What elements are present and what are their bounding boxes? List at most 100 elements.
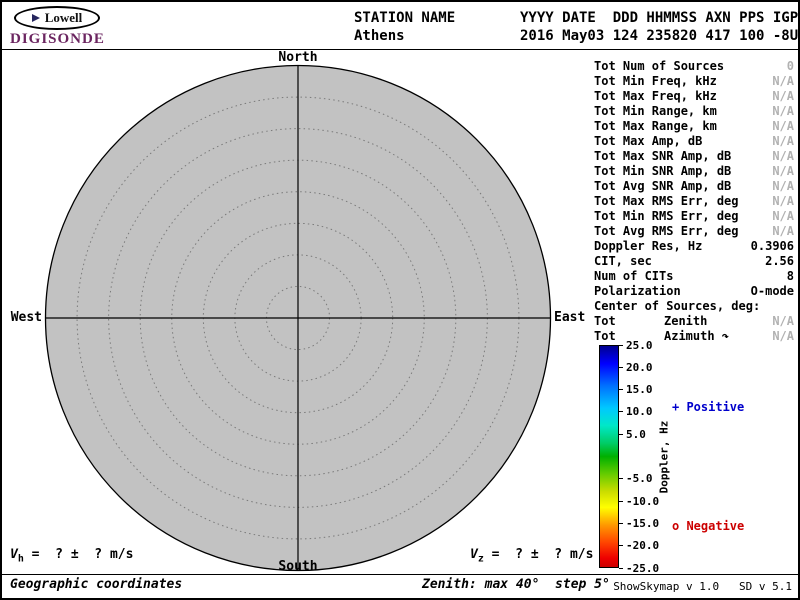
stat-value: N/A xyxy=(772,314,794,328)
stat-label: Tot Min Range, km xyxy=(594,104,717,118)
stat-row: Doppler Res, Hz 0.3906 xyxy=(594,239,794,254)
vh-symbol: V xyxy=(10,547,18,562)
vh-value: = ? ± ? m/s xyxy=(23,547,134,562)
colorbar-tick-label: -25.0 xyxy=(626,561,660,575)
stats-panel: Tot Num of Sources 0 Tot Min Freq, kHz N/A T… xyxy=(594,59,794,344)
colorbar-tick-mark xyxy=(619,478,623,480)
colorbar-tick-label: -15.0 xyxy=(626,516,660,530)
colorbar-tick-label: 25.0 xyxy=(626,338,653,352)
stat-label: Center of Sources, deg: xyxy=(594,299,761,313)
stat-value: N/A xyxy=(772,119,794,133)
stat-label: Polarization xyxy=(594,284,681,298)
stat-label: Tot Avg SNR Amp, dB xyxy=(594,179,732,193)
colorbar-tick-label: 15.0 xyxy=(626,383,653,397)
colorbar-tick-label: 5.0 xyxy=(626,427,646,441)
vz-value: = ? ± ? m/s xyxy=(483,547,594,562)
stat-value: N/A xyxy=(772,74,794,88)
stat-row: Tot Min RMS Err, deg N/A xyxy=(594,209,794,224)
direction-label-south: South xyxy=(278,559,318,574)
colorbar-tick-mark xyxy=(619,366,623,368)
stat-value: 8 xyxy=(786,269,794,283)
station-name-label: STATION NAME xyxy=(354,10,456,26)
stat-row: Polarization O-mode xyxy=(594,284,794,299)
colorbar xyxy=(599,345,619,568)
colorbar-tick-mark xyxy=(619,344,623,346)
lowell-logo: Lowell xyxy=(14,6,100,30)
stat-label: Tot Min SNR Amp, dB xyxy=(594,164,732,178)
stat-row: Tot Avg SNR Amp, dB N/A xyxy=(594,179,794,194)
stat-row: CIT, sec 2.56 xyxy=(594,254,794,269)
colorbar-tick-label: -10.0 xyxy=(626,494,660,508)
coordinates-note: Geographic coordinates xyxy=(10,577,183,592)
colorbar-tick-mark xyxy=(619,500,623,502)
stat-row: Center of Sources, deg: xyxy=(594,299,794,314)
stat-label: Tot Max SNR Amp, dB xyxy=(594,149,732,163)
stat-value: 0.3906 xyxy=(750,239,794,253)
stat-label: Tot Min Freq, kHz xyxy=(594,74,717,88)
colorbar-tick-mark xyxy=(619,567,623,569)
zenith-note: Zenith: max 40° step 5° xyxy=(422,577,610,592)
direction-label-north: North xyxy=(278,50,318,65)
stat-row: Num of CITs 8 xyxy=(594,269,794,284)
stat-row: Tot Min Freq, kHz N/A xyxy=(594,74,794,89)
stat-value: 0 xyxy=(786,59,794,73)
negative-legend: o Negative xyxy=(672,519,745,533)
stat-label: Tot Max Amp, dB xyxy=(594,134,703,148)
header-fields-label: YYYY DATE DDD HHMMSS AXN PPS IGP xyxy=(520,10,799,26)
direction-label-east: East xyxy=(554,310,586,325)
stat-label: Doppler Res, Hz xyxy=(594,239,703,253)
colorbar-tick-mark xyxy=(619,389,623,391)
stat-label: Num of CITs xyxy=(594,269,674,283)
stat-label: Tot Max RMS Err, deg xyxy=(594,194,739,208)
stat-value: N/A xyxy=(772,179,794,193)
stat-value: N/A xyxy=(772,209,794,223)
stat-row: Tot Min SNR Amp, dB N/A xyxy=(594,164,794,179)
colorbar-tick-label: 20.0 xyxy=(626,360,653,374)
stat-value: O-mode xyxy=(750,284,794,298)
vz-symbol: V xyxy=(470,547,478,562)
stat-label: Tot Avg RMS Err, deg xyxy=(594,224,739,238)
stat-mid-label: Azimuth ↷ xyxy=(664,329,730,343)
stat-label: Tot Num of Sources xyxy=(594,59,725,73)
footer-divider xyxy=(2,574,798,575)
stat-label: Tot Max Freq, kHz xyxy=(594,89,717,103)
horizontal-velocity: Vh = ? ± ? m/s xyxy=(10,548,133,567)
stat-value: N/A xyxy=(772,224,794,238)
colorbar-tick-mark xyxy=(619,433,623,435)
colorbar-tick-mark xyxy=(619,545,623,547)
stat-label: Tot xyxy=(594,329,616,343)
stat-label: Tot Max Range, km xyxy=(594,119,717,133)
vertical-velocity: Vz = ? ± ? m/s xyxy=(470,548,593,567)
vh-subscript: h xyxy=(17,553,24,565)
stat-label: Tot xyxy=(594,314,616,328)
stat-row: Tot Max SNR Amp, dB N/A xyxy=(594,149,794,164)
station-name-value: Athens xyxy=(354,28,405,44)
stat-row: Tot Zenith N/A xyxy=(594,314,794,329)
stat-label: Tot Min RMS Err, deg xyxy=(594,209,739,223)
stat-row: Tot Max RMS Err, deg N/A xyxy=(594,194,794,209)
colorbar-title: Doppler, Hz xyxy=(657,420,671,494)
stat-value: N/A xyxy=(772,104,794,118)
positive-legend: + Positive xyxy=(672,400,745,414)
stat-row: Tot Max Range, km N/A xyxy=(594,119,794,134)
colorbar-tick-label: -20.0 xyxy=(626,539,660,553)
stat-value: N/A xyxy=(772,164,794,178)
stat-value: N/A xyxy=(772,149,794,163)
vz-subscript: z xyxy=(477,553,484,565)
stat-row: Tot Azimuth ↷ N/A xyxy=(594,329,794,344)
stat-label: CIT, sec xyxy=(594,254,652,268)
header-fields-value: 2016 May03 124 235820 417 100 -8U xyxy=(520,28,799,44)
colorbar-tick-label: -5.0 xyxy=(626,472,653,486)
colorbar-tick-label: 10.0 xyxy=(626,405,653,419)
stat-value: 2.56 xyxy=(765,254,794,268)
stat-value: N/A xyxy=(772,89,794,103)
colorbar-tick-mark xyxy=(619,411,623,413)
app-version: ShowSkymap v 1.0 SD v 5.1 xyxy=(613,580,792,593)
colorbar-tick-mark xyxy=(619,522,623,524)
stat-value: N/A xyxy=(772,329,794,343)
lowell-logo-text: Lowell xyxy=(44,10,83,25)
digisonde-wordmark: DIGISONDE xyxy=(10,31,105,47)
stat-row: Tot Num of Sources 0 xyxy=(594,59,794,74)
direction-label-west: West xyxy=(10,310,42,325)
